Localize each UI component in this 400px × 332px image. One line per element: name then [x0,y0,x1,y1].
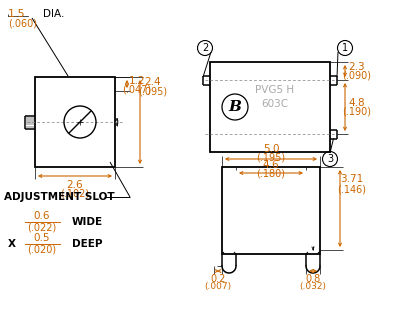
Text: 1.5: 1.5 [8,9,26,19]
Text: 3.71: 3.71 [340,174,364,184]
Text: 5.0: 5.0 [263,144,279,154]
Bar [210,62,330,152]
Text: 0.2: 0.2 [210,274,226,284]
Text: WIDE: WIDE [72,217,103,227]
Text: 603C: 603C [262,99,288,109]
Text: 1.2: 1.2 [129,76,145,86]
Text: (.047): (.047) [122,85,152,95]
Text: 4.6: 4.6 [263,160,279,170]
Text: (.190): (.190) [342,107,372,117]
Text: (.095): (.095) [138,87,168,97]
Text: 4.8: 4.8 [349,98,365,108]
Text: 3: 3 [327,154,333,164]
Text: 2.4: 2.4 [145,77,161,87]
Text: (.020): (.020) [28,244,56,254]
Text: 0.8: 0.8 [305,274,321,284]
Text: DIA.: DIA. [43,9,64,19]
Text: (.195): (.195) [256,153,286,163]
Text: (.007): (.007) [204,283,232,291]
Text: ADJUSTMENT SLOT: ADJUSTMENT SLOT [4,192,115,202]
Text: DEEP: DEEP [72,239,102,249]
Text: (.022): (.022) [27,222,57,232]
Text: (.102): (.102) [60,189,90,199]
Text: (.146): (.146) [338,184,366,194]
Text: (.032): (.032) [300,283,326,291]
Text: (.060): (.060) [8,19,37,29]
Text: 1: 1 [342,43,348,53]
Text: 0.6: 0.6 [34,211,50,221]
Text: (.090): (.090) [342,71,372,81]
Text: B: B [228,100,242,114]
Text: 0.5: 0.5 [34,233,50,243]
Text: PVG5 H: PVG5 H [256,85,294,95]
Text: 2.3: 2.3 [349,62,365,72]
Text: 2.6: 2.6 [67,180,83,190]
Bar [35,77,115,167]
Text: X: X [8,239,16,249]
Text: (.180): (.180) [256,169,286,179]
Text: 2: 2 [202,43,208,53]
Bar [222,167,320,254]
